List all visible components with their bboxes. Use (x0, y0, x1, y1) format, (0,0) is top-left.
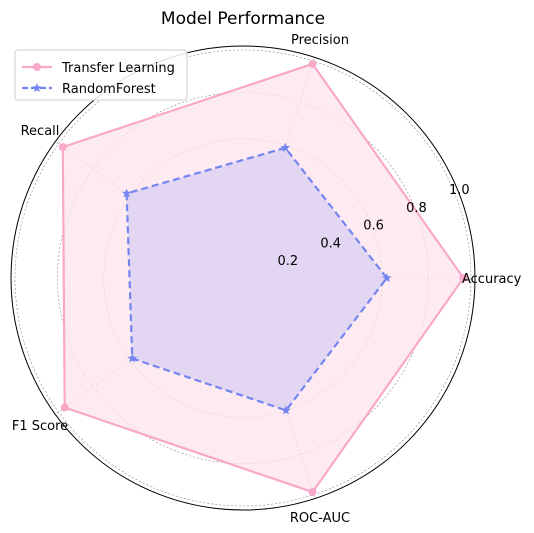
r-tick-label-2: 0.6 (363, 219, 384, 234)
chart-title: Model Performance (161, 9, 325, 29)
legend-label-1: RandomForest (62, 82, 156, 97)
series-0-point-3 (60, 403, 69, 412)
series-0-point-0 (459, 274, 468, 282)
legend-marker-0 (33, 63, 41, 71)
series-1-point-0 (382, 273, 392, 283)
series-1-point-1 (280, 142, 291, 152)
series-layer (58, 59, 468, 497)
axis-label-roc-auc: ROC-AUC (290, 511, 350, 526)
axis-label-precision: Precision (291, 33, 349, 48)
axis-label-accuracy: Accuracy (462, 272, 522, 287)
axis-label-recall: Recall (21, 124, 60, 139)
series-1-point-4 (281, 405, 291, 415)
axis-label-f1-score: F1 Score (12, 419, 68, 434)
legend-marker-1 (32, 83, 42, 93)
polar-frame (10, 45, 476, 511)
legend-box (14, 49, 188, 101)
legend: Transfer Learning RandomForest (14, 49, 188, 101)
series-fill-1 (126, 147, 387, 411)
legend-label-0: Transfer Learning (61, 61, 175, 76)
series-1-point-3 (127, 353, 138, 363)
r-tick-label-1: 0.4 (320, 236, 341, 251)
series-line-0 (61, 62, 465, 494)
radial-tick-labels: 0.2 0.4 0.6 0.8 1.0 (278, 183, 470, 269)
series-line-1 (125, 146, 389, 412)
series-0-point-2 (58, 143, 67, 152)
series-0-point-4 (308, 488, 317, 497)
axis-labels: Accuracy Precision Recall F1 Score ROC-AUC (12, 33, 522, 526)
r-tick-label-4: 1.0 (449, 183, 470, 198)
r-tick-label-3: 0.8 (406, 201, 427, 216)
series-0-point-1 (308, 59, 317, 68)
r-tick-label-0: 0.2 (278, 254, 299, 269)
series-1-point-2 (121, 188, 132, 198)
